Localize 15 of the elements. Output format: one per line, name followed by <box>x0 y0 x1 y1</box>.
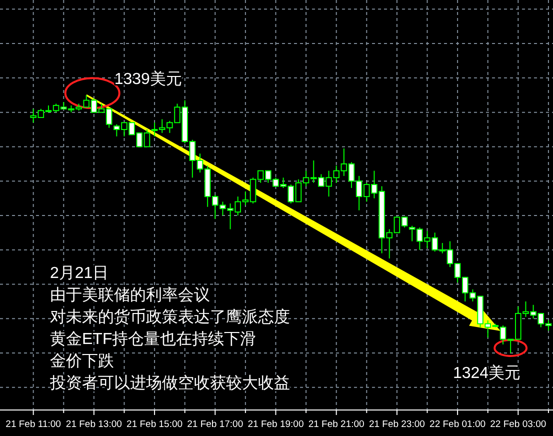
x-tick-label: 21 Feb 13:00 <box>66 419 122 430</box>
x-tick-label: 21 Feb 17:00 <box>187 419 244 430</box>
x-tick-label: 21 Feb 19:00 <box>248 419 304 430</box>
x-tick-label: 21 Feb 23:00 <box>368 419 425 430</box>
x-tick-label: 21 Feb 11:00 <box>6 419 61 430</box>
x-tick-label: 22 Feb 01:00 <box>430 419 486 430</box>
annotation: 黄金ETF持仓量也在持续下滑 <box>50 330 256 348</box>
annotation: 金价下跌 <box>50 353 114 370</box>
x-tick-label: 22 Feb 03:00 <box>490 419 546 430</box>
x-tick-label: 21 Feb 21:00 <box>308 419 364 430</box>
x-tick-label: 21 Feb 15:00 <box>126 419 183 430</box>
annotation: 由于美联储的利率会议 <box>50 286 210 304</box>
annotation: 2月21日 <box>50 265 109 282</box>
text: 1324美元 <box>452 364 521 382</box>
text: 投资者可以进场做空收获较大收益 <box>49 374 290 392</box>
